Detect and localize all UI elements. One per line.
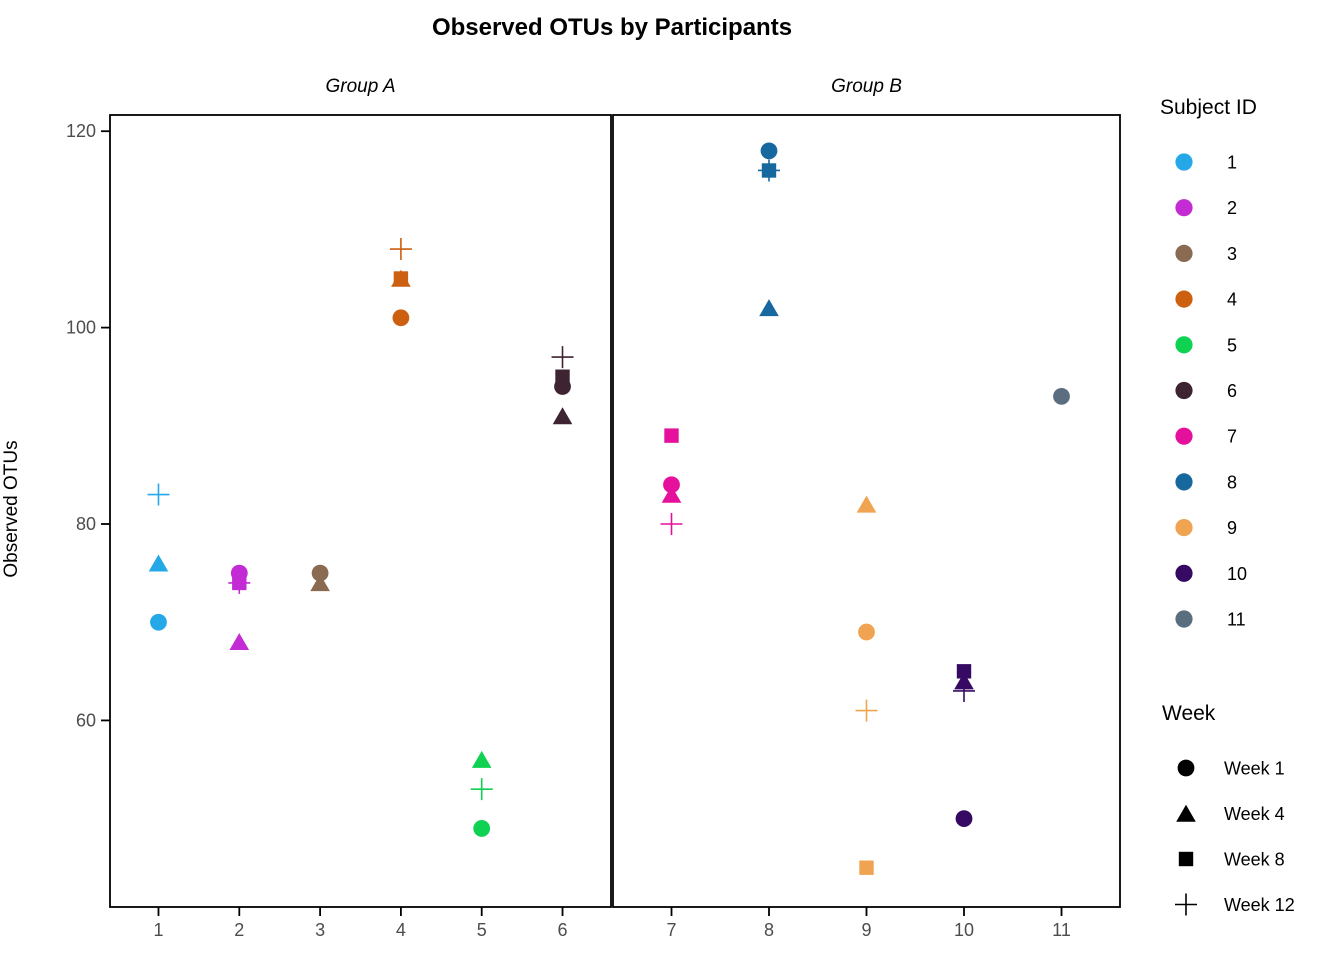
legend-label-subject-1: 1 bbox=[1227, 153, 1237, 173]
facet-label-group-b: Group B bbox=[831, 76, 902, 97]
data-point-subject-10-plus bbox=[953, 679, 975, 702]
legend-label-subject-11: 11 bbox=[1227, 610, 1246, 630]
data-point-subject-8-circle bbox=[760, 142, 778, 160]
plot-title: Observed OTUs by Participants bbox=[431, 14, 793, 41]
data-point-subject-5-plus bbox=[470, 778, 493, 801]
y-tick-label: 80 bbox=[76, 514, 96, 534]
legend-label-week: Week 4 bbox=[1224, 804, 1285, 824]
legend-label-subject-2: 2 bbox=[1227, 198, 1237, 218]
data-point-subject-9-square bbox=[859, 860, 874, 875]
legend-swatch-subject-3 bbox=[1175, 244, 1193, 262]
x-tick-label: 1 bbox=[153, 920, 163, 940]
data-point-subject-7-square bbox=[664, 428, 679, 443]
x-tick-label: 11 bbox=[1052, 920, 1071, 940]
legend-label-subject-7: 7 bbox=[1227, 427, 1237, 447]
legend-label-subject-5: 5 bbox=[1227, 335, 1237, 355]
data-point-subject-5-circle bbox=[473, 820, 491, 837]
data-point-subject-1-plus bbox=[147, 483, 170, 506]
x-tick-label: 4 bbox=[396, 920, 406, 940]
x-tick-label: 2 bbox=[234, 920, 244, 940]
data-point-subject-6-square bbox=[555, 369, 570, 384]
x-tick-label: 3 bbox=[315, 920, 325, 940]
data-point-subject-8-plus bbox=[758, 159, 780, 182]
legend-label-week: Week 12 bbox=[1224, 895, 1295, 915]
legend-subject-title: Subject ID bbox=[1160, 96, 1257, 119]
legend-label-subject-3: 3 bbox=[1227, 244, 1237, 264]
facet-label-group-a: Group A bbox=[325, 76, 396, 97]
data-point-subject-7-circle bbox=[663, 476, 680, 494]
data-point-subject-3-triangle bbox=[310, 574, 330, 592]
legend-swatch-subject-5 bbox=[1175, 336, 1193, 354]
legend-swatch-subject-10 bbox=[1175, 564, 1193, 582]
legend-swatch-plus-icon bbox=[1175, 893, 1197, 916]
legend-swatch-subject-6 bbox=[1175, 381, 1193, 400]
legend-label-subject-8: 8 bbox=[1227, 472, 1237, 492]
data-point-subject-4-circle bbox=[392, 309, 410, 327]
legend-label-subject-6: 6 bbox=[1227, 381, 1237, 401]
data-point-subject-9-plus bbox=[855, 699, 878, 722]
data-point-subject-1-triangle bbox=[148, 554, 169, 572]
data-point-subject-10-circle bbox=[955, 810, 973, 828]
data-point-subject-2-triangle bbox=[229, 633, 250, 651]
data-point-subject-5-triangle bbox=[471, 750, 492, 768]
data-point-subject-9-circle bbox=[858, 623, 875, 641]
data-point-subject-2-plus bbox=[228, 571, 251, 594]
legend-swatch-subject-9 bbox=[1175, 519, 1193, 537]
data-point-subject-8-triangle bbox=[759, 299, 779, 317]
x-tick-label: 6 bbox=[558, 920, 568, 940]
x-tick-label: 10 bbox=[954, 920, 974, 940]
legend-label-week: Week 1 bbox=[1224, 759, 1285, 779]
legend-swatch-subject-4 bbox=[1175, 290, 1193, 308]
legend-label-subject-4: 4 bbox=[1227, 290, 1237, 310]
data-point-subject-4-square bbox=[393, 271, 409, 286]
legend-label-week: Week 8 bbox=[1224, 850, 1285, 870]
legend-label-subject-9: 9 bbox=[1227, 518, 1237, 538]
data-point-subject-3-circle bbox=[311, 564, 329, 582]
y-tick-label: 60 bbox=[76, 710, 96, 730]
data-point-subject-9-triangle bbox=[856, 495, 877, 513]
x-tick-label: 8 bbox=[764, 920, 774, 940]
y-tick-label: 100 bbox=[66, 318, 96, 338]
legend-swatch-subject-11 bbox=[1175, 610, 1193, 628]
data-point-subject-11-circle bbox=[1053, 387, 1070, 405]
legend-swatch-subject-7 bbox=[1175, 427, 1193, 445]
data-point-subject-10-square bbox=[956, 664, 972, 679]
legend-swatch-subject-1 bbox=[1175, 153, 1193, 171]
legend-week-title: Week bbox=[1162, 702, 1216, 725]
legend-label-subject-10: 10 bbox=[1227, 564, 1247, 584]
data-point-subject-6-plus bbox=[551, 346, 574, 369]
data-point-subject-7-plus bbox=[660, 513, 683, 536]
panel-border-group-a bbox=[109, 114, 612, 908]
y-tick-label: 120 bbox=[66, 121, 96, 141]
data-point-subject-6-triangle bbox=[552, 407, 573, 425]
legend-swatch-subject-8 bbox=[1175, 473, 1193, 491]
legend-swatch-circle-icon bbox=[1177, 759, 1195, 777]
legend-swatch-triangle-icon bbox=[1176, 804, 1196, 822]
data-point-subject-7-triangle bbox=[661, 485, 682, 503]
data-point-subject-4-plus bbox=[389, 238, 412, 261]
x-tick-label: 5 bbox=[477, 920, 487, 940]
x-tick-label: 7 bbox=[666, 920, 676, 940]
legend-swatch-subject-2 bbox=[1175, 199, 1193, 217]
x-tick-label: 9 bbox=[861, 920, 871, 940]
legend-swatch-square-icon bbox=[1178, 851, 1194, 867]
data-point-subject-1-circle bbox=[150, 613, 167, 631]
